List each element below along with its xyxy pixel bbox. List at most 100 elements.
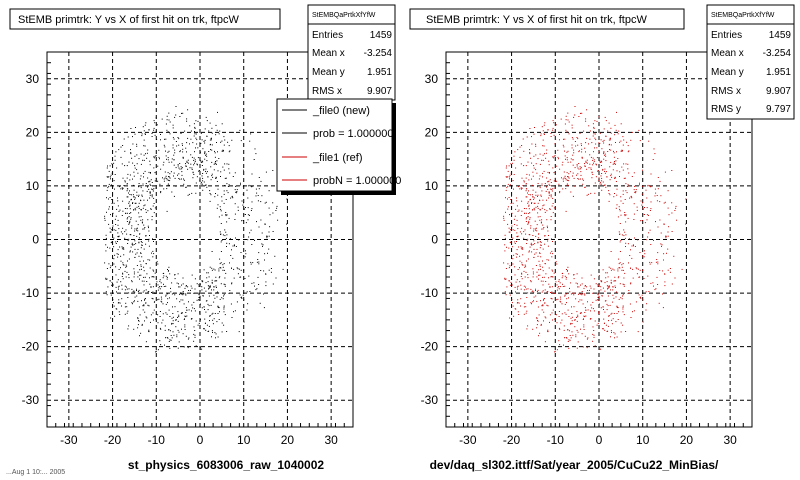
scatter-point — [134, 155, 136, 157]
scatter-point — [144, 298, 146, 300]
scatter-point — [119, 314, 121, 315]
scatter-point — [231, 282, 233, 284]
scatter-point — [599, 160, 600, 162]
scatter-point — [521, 227, 523, 229]
scatter-point — [586, 109, 588, 111]
scatter-point — [129, 250, 131, 252]
scatter-point — [194, 133, 196, 135]
scatter-point — [519, 260, 521, 262]
scatter-point — [107, 286, 109, 288]
scatter-point — [183, 319, 185, 320]
scatter-point — [623, 177, 625, 179]
scatter-point — [265, 171, 267, 173]
scatter-point — [200, 142, 202, 144]
scatter-point — [165, 175, 167, 177]
scatter-point — [649, 210, 651, 211]
scatter-point — [532, 271, 534, 273]
scatter-point — [185, 285, 187, 287]
scatter-point — [594, 320, 596, 322]
scatter-point — [118, 210, 120, 212]
scatter-point — [216, 321, 218, 323]
scatter-point — [121, 215, 123, 216]
scatter-point — [196, 176, 198, 178]
scatter-point — [560, 301, 562, 303]
scatter-point — [601, 180, 603, 182]
scatter-point — [614, 292, 616, 294]
scatter-point — [138, 205, 140, 207]
scatter-point — [595, 176, 597, 178]
scatter-point — [214, 313, 216, 314]
scatter-point — [536, 224, 538, 226]
scatter-point — [149, 191, 151, 193]
scatter-point — [113, 246, 115, 248]
scatter-point — [163, 188, 165, 190]
scatter-point — [647, 184, 649, 186]
scatter-point — [616, 305, 618, 307]
scatter-point — [521, 273, 523, 275]
scatter-point — [599, 132, 601, 134]
scatter-point — [277, 219, 279, 221]
scatter-point — [568, 316, 570, 317]
scatter-point — [549, 185, 551, 186]
scatter-point — [593, 127, 595, 129]
scatter-point — [542, 139, 544, 141]
scatter-point — [532, 290, 534, 292]
scatter-point — [123, 254, 125, 256]
scatter-point — [155, 187, 157, 189]
scatter-point — [517, 285, 519, 287]
scatter-point — [586, 159, 588, 161]
scatter-point — [197, 120, 199, 122]
scatter-point — [626, 185, 628, 187]
scatter-point — [582, 179, 584, 181]
scatter-point — [219, 130, 221, 132]
scatter-point — [518, 302, 520, 304]
scatter-point — [623, 229, 625, 231]
scatter-point — [584, 294, 586, 296]
scatter-point — [613, 297, 615, 299]
scatter-point — [624, 177, 626, 179]
scatter-point — [593, 336, 595, 338]
scatter-point — [121, 305, 122, 307]
scatter-point — [151, 194, 153, 196]
scatter-point — [521, 210, 523, 212]
scatter-point — [546, 210, 548, 212]
scatter-point — [529, 153, 531, 155]
scatter-point — [550, 136, 552, 137]
y-tick-label: 0 — [431, 233, 438, 247]
scatter-point — [645, 291, 647, 293]
scatter-point — [627, 145, 629, 147]
scatter-point — [636, 268, 638, 270]
scatter-point — [165, 295, 167, 297]
scatter-point — [581, 151, 583, 153]
scatter-point — [108, 206, 110, 208]
scatter-point — [643, 256, 645, 258]
scatter-point — [578, 150, 580, 152]
scatter-point — [552, 270, 554, 272]
scatter-point — [193, 326, 195, 328]
scatter-point — [111, 281, 113, 283]
scatter-point — [226, 190, 228, 192]
scatter-point — [117, 232, 119, 234]
scatter-point — [121, 276, 123, 277]
right-stats-label-meany: Mean y — [711, 67, 744, 78]
scatter-point — [527, 292, 529, 294]
scatter-point — [627, 163, 629, 165]
scatter-point — [137, 172, 139, 174]
scatter-point — [580, 293, 582, 295]
scatter-point — [657, 188, 659, 190]
scatter-point — [203, 328, 205, 330]
scatter-point — [556, 263, 558, 265]
scatter-point — [111, 284, 113, 286]
scatter-point — [266, 237, 268, 239]
scatter-point — [172, 137, 174, 139]
scatter-point — [114, 315, 116, 317]
scatter-point — [206, 120, 208, 122]
scatter-point — [206, 277, 208, 279]
scatter-point — [594, 147, 595, 149]
footer-date: ...Aug 1 10:... 2005 — [6, 469, 65, 476]
scatter-point — [266, 235, 267, 237]
scatter-point — [619, 262, 621, 264]
scatter-point — [628, 172, 630, 174]
scatter-point — [199, 313, 201, 314]
scatter-point — [110, 242, 112, 244]
